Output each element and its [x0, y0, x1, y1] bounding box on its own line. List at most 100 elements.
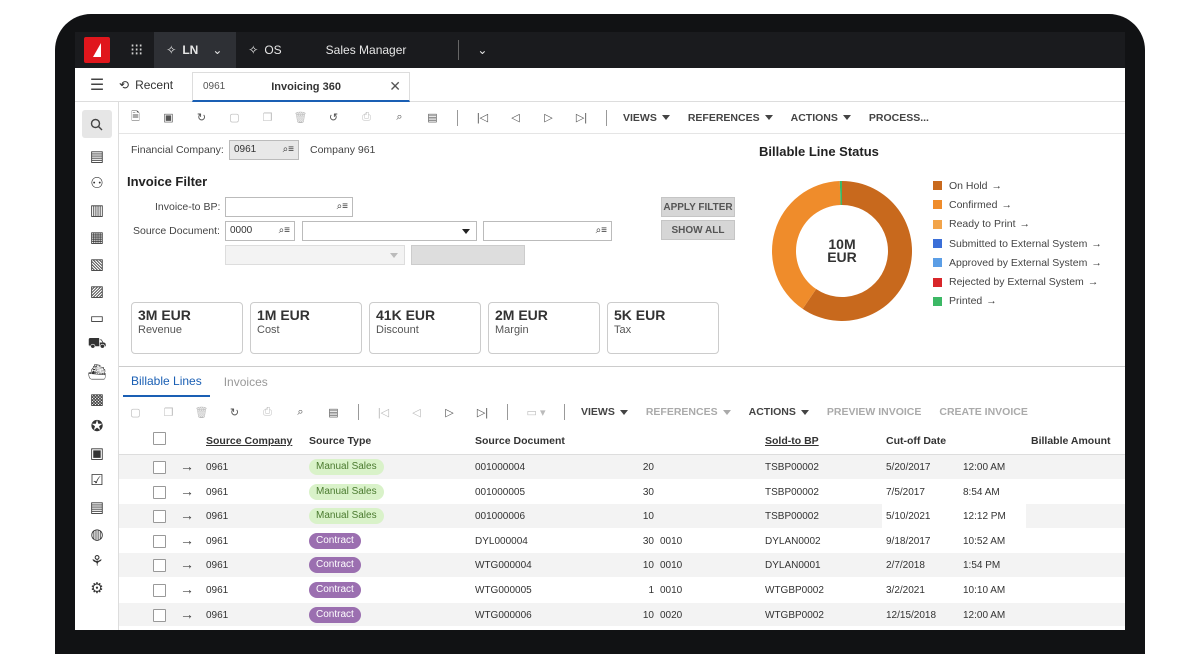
first-record-icon[interactable]: |◁: [476, 112, 489, 124]
open-arrow-icon[interactable]: →: [180, 556, 194, 573]
source-document-field[interactable]: 0000 ⌕≡: [225, 221, 295, 241]
lookup-icon[interactable]: ⌕≡: [595, 225, 607, 236]
row-checkbox[interactable]: [153, 485, 166, 499]
lookup-icon[interactable]: ⌕≡: [336, 201, 348, 212]
recent-button[interactable]: ⟲ Recent: [119, 78, 191, 92]
legend-item[interactable]: Ready to Print →: [933, 215, 1102, 234]
undo-icon[interactable]: ↺: [328, 112, 339, 124]
select-all-checkbox[interactable]: [153, 432, 166, 445]
first-record-icon[interactable]: |◁: [377, 406, 390, 419]
role-label[interactable]: Sales Manager: [314, 32, 419, 68]
tab-billable-lines[interactable]: Billable Lines: [123, 367, 210, 397]
search-icon[interactable]: [81, 110, 112, 138]
kpi-discount[interactable]: 41K EUR Discount: [369, 302, 481, 354]
analytics-icon[interactable]: ▨: [89, 282, 105, 300]
people-icon[interactable]: ⚇: [90, 174, 104, 192]
process-menu[interactable]: PROCESS...: [869, 112, 929, 124]
table-row[interactable]: → 0961 Contract WTG000005 1 0010 WTGBP0002 3/2/…: [119, 578, 1125, 603]
donut-slice-printed[interactable]: [839, 181, 842, 206]
refresh-icon[interactable]: ↻: [229, 406, 240, 419]
donut-slice-on-hold[interactable]: [802, 181, 912, 321]
ship-icon[interactable]: ⛴: [87, 363, 107, 381]
next-record-icon[interactable]: ▷: [445, 406, 454, 419]
chart-icon[interactable]: ▥: [89, 201, 105, 219]
disabled-dropdown[interactable]: [225, 245, 405, 265]
table-row[interactable]: → 0961 Manual Sales 001000006 10 TSBP00002 5/1…: [119, 504, 1125, 529]
app-switcher-icon[interactable]: ⁝⁝⁝: [130, 42, 143, 59]
text-icon[interactable]: ▤: [427, 112, 438, 124]
table-row[interactable]: → 0961 Contract DYL000004 30 0010 DYLAN0002 9/1…: [119, 529, 1125, 554]
open-arrow-icon[interactable]: →: [180, 580, 194, 597]
lookup-icon[interactable]: ⌕≡: [278, 225, 290, 236]
source-document-line-field[interactable]: ⌕≡: [483, 221, 612, 241]
copy-icon[interactable]: ❐: [262, 112, 273, 124]
references-menu[interactable]: REFERENCES: [688, 112, 773, 124]
open-arrow-icon[interactable]: →: [180, 458, 194, 474]
ledger-icon[interactable]: ▩: [89, 390, 105, 408]
previous-record-icon[interactable]: ◁: [511, 112, 520, 124]
last-record-icon[interactable]: ▷|: [575, 112, 588, 124]
grid-references-menu[interactable]: REFERENCES: [646, 406, 731, 418]
print-icon[interactable]: ⎙: [263, 405, 272, 418]
hierarchy-icon[interactable]: ⚘: [90, 552, 104, 570]
wallet-icon[interactable]: ▭: [89, 309, 105, 327]
globe-icon[interactable]: ◍: [90, 525, 104, 543]
gear-icon[interactable]: ⚙: [90, 579, 104, 597]
legend-item[interactable]: Rejected by External System →: [933, 272, 1102, 291]
header-source-document[interactable]: Source Document: [475, 435, 565, 447]
row-checkbox[interactable]: [153, 608, 166, 622]
row-checkbox[interactable]: [153, 583, 166, 597]
save-close-icon[interactable]: 🗎: [131, 111, 140, 123]
row-checkbox[interactable]: [153, 559, 166, 573]
apply-filter-button[interactable]: APPLY FILTER: [661, 197, 735, 217]
form-icon[interactable]: ▤: [89, 147, 105, 165]
checklist-icon[interactable]: ☑: [90, 471, 104, 489]
legend-item[interactable]: On Hold →: [933, 176, 1102, 195]
truck-icon[interactable]: ⛟: [87, 335, 107, 352]
document-icon[interactable]: ▤: [89, 498, 105, 516]
menu-icon[interactable]: ☰: [89, 76, 105, 94]
legend-item[interactable]: Printed →: [933, 292, 1102, 311]
find-icon[interactable]: ⌕: [297, 405, 304, 418]
header-cutoff-date[interactable]: Cut-off Date: [886, 435, 947, 447]
row-checkbox[interactable]: [153, 534, 166, 548]
lookup-icon[interactable]: ⌕≡: [282, 144, 294, 155]
grid-actions-menu[interactable]: ACTIONS: [749, 406, 809, 418]
cash-icon[interactable]: ▣: [89, 444, 105, 462]
last-record-icon[interactable]: ▷|: [476, 406, 489, 419]
delete-icon[interactable]: 🗑: [194, 406, 209, 419]
print-icon[interactable]: ⎙: [362, 111, 371, 123]
open-arrow-icon[interactable]: →: [180, 605, 194, 622]
copy-icon[interactable]: ❐: [163, 406, 174, 419]
open-arrow-icon[interactable]: →: [180, 531, 194, 548]
invoice-to-bp-field[interactable]: ⌕≡: [225, 197, 353, 217]
legend-item[interactable]: Approved by External System →: [933, 253, 1102, 272]
chevron-down-icon[interactable]: ⌄: [477, 43, 488, 57]
env-selector-ln[interactable]: ✧ LN ⌄: [154, 32, 237, 68]
open-arrow-icon[interactable]: →: [180, 482, 194, 499]
next-record-icon[interactable]: ▷: [544, 112, 553, 124]
tab-invoices[interactable]: Invoices: [216, 367, 276, 397]
show-all-button[interactable]: SHOW ALL: [661, 220, 735, 240]
table-row[interactable]: → 0961 Manual Sales 001000004 20 TSBP00002 5/2…: [119, 455, 1125, 480]
calendar-icon[interactable]: ▦: [89, 228, 105, 246]
table-row[interactable]: → 0961 Manual Sales 001000005 30 TSBP00002 7/5…: [119, 480, 1125, 505]
delete-icon[interactable]: 🗑: [293, 112, 308, 124]
text-icon[interactable]: ▤: [328, 406, 339, 419]
tab-invoicing-360[interactable]: 0961 Invoicing 360 ✕: [192, 72, 410, 102]
preview-invoice-button[interactable]: PREVIEW INVOICE: [827, 406, 922, 418]
source-document-dropdown[interactable]: [302, 221, 477, 241]
table-row[interactable]: → 0961 Contract WTG000004 10 0010 DYLAN0001 2/7…: [119, 553, 1125, 578]
env-selector-os[interactable]: ✧ OS: [236, 32, 293, 68]
calendar-icon[interactable]: ▭ ▾: [526, 406, 546, 419]
header-sold-to-bp[interactable]: Sold-to BP: [765, 435, 819, 447]
find-icon[interactable]: ⌕: [396, 111, 403, 123]
row-checkbox[interactable]: [153, 461, 166, 474]
kpi-tax[interactable]: 5K EUR Tax: [607, 302, 719, 354]
clipboard-icon[interactable]: ▧: [89, 255, 105, 273]
views-menu[interactable]: VIEWS: [623, 112, 670, 124]
header-source-type[interactable]: Source Type: [309, 435, 372, 447]
infor-logo[interactable]: [84, 37, 110, 63]
header-billable-amount[interactable]: Billable Amount: [1031, 435, 1111, 447]
save-icon[interactable]: ▣: [163, 112, 174, 124]
